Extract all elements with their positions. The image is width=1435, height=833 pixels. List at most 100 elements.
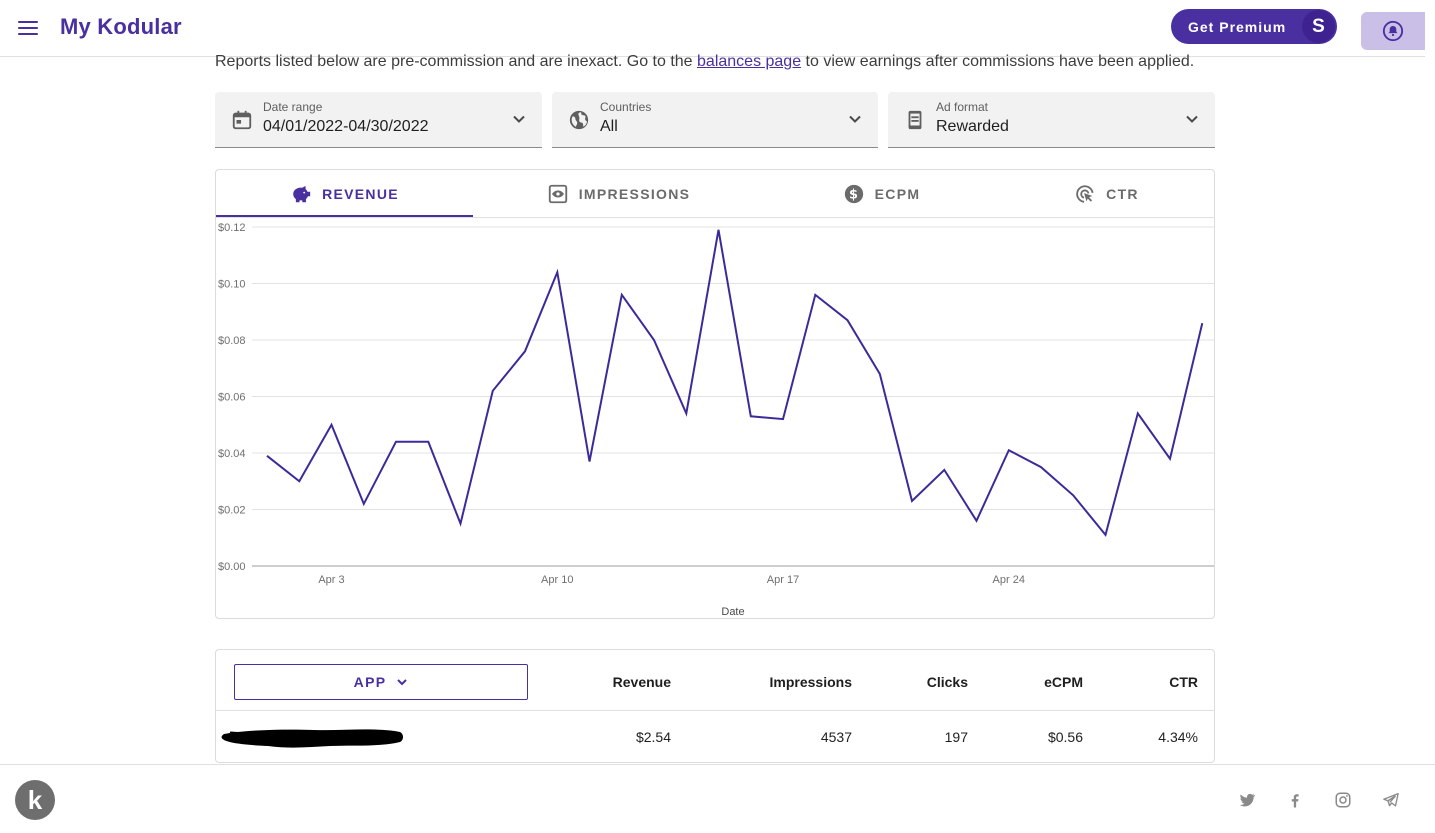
tab-ctr-label: CTR bbox=[1106, 186, 1139, 202]
commission-notice: Reports listed below are pre-commission … bbox=[215, 53, 1194, 71]
kodular-logo[interactable]: k bbox=[15, 780, 55, 820]
cell-clicks: 197 bbox=[944, 729, 968, 745]
calendar-icon bbox=[232, 110, 252, 130]
column-header-revenue[interactable]: Revenue bbox=[612, 674, 671, 690]
data-point bbox=[265, 453, 270, 458]
data-point bbox=[845, 318, 850, 323]
facebook-icon[interactable] bbox=[1286, 791, 1304, 809]
date-range-value: 04/01/2022-04/30/2022 bbox=[263, 118, 429, 135]
get-premium-button[interactable]: Get Premium S bbox=[1171, 9, 1337, 44]
countries-label: Countries bbox=[600, 100, 652, 114]
telegram-icon[interactable] bbox=[1382, 791, 1400, 809]
data-point bbox=[716, 227, 721, 232]
data-point bbox=[619, 292, 624, 297]
chevron-down-icon bbox=[1186, 115, 1198, 123]
data-point bbox=[781, 417, 786, 422]
tab-ecpm[interactable]: $ ECPM bbox=[764, 170, 999, 218]
countries-select[interactable]: Countries All bbox=[552, 92, 878, 148]
data-point bbox=[910, 499, 915, 504]
y-tick-label: $0.04 bbox=[218, 448, 246, 460]
active-tab-indicator bbox=[216, 215, 473, 217]
tab-ctr[interactable]: CTR bbox=[999, 170, 1214, 218]
eye-icon bbox=[548, 184, 567, 204]
column-header-ctr[interactable]: CTR bbox=[1169, 674, 1198, 690]
notifications-button[interactable] bbox=[1361, 12, 1425, 50]
date-range-label: Date range bbox=[263, 100, 323, 114]
column-header-ecpm[interactable]: eCPM bbox=[1044, 674, 1083, 690]
y-tick-label: $0.10 bbox=[218, 279, 246, 291]
data-point bbox=[1135, 411, 1140, 416]
column-header-impressions[interactable]: Impressions bbox=[769, 674, 852, 690]
data-point bbox=[1168, 456, 1173, 461]
app-report-table: APP Revenue Impressions Clicks eCPM CTR … bbox=[215, 649, 1215, 763]
tab-revenue[interactable]: REVENUE bbox=[216, 170, 473, 218]
metric-tabs: REVENUE IMPRESSIONS $ ECPM CTR bbox=[216, 170, 1214, 218]
app-group-label: APP bbox=[353, 674, 387, 690]
svg-text:$: $ bbox=[849, 188, 859, 203]
ad-format-label: Ad format bbox=[936, 100, 989, 114]
ad-format-select[interactable]: Ad format Rewarded bbox=[888, 92, 1215, 148]
data-point bbox=[329, 422, 334, 427]
data-point bbox=[684, 411, 689, 416]
data-point bbox=[361, 501, 366, 506]
cell-ctr: 4.34% bbox=[1158, 729, 1198, 745]
twitter-icon[interactable] bbox=[1238, 791, 1256, 809]
tab-revenue-label: REVENUE bbox=[322, 186, 399, 202]
cell-ecpm: $0.56 bbox=[1047, 729, 1083, 745]
data-point bbox=[1039, 465, 1044, 470]
menu-icon[interactable] bbox=[14, 15, 42, 41]
x-axis-title: Date bbox=[721, 606, 744, 618]
y-tick-label: $0.06 bbox=[218, 392, 246, 404]
ad-unit-icon bbox=[908, 110, 922, 130]
y-tick-label: $0.12 bbox=[218, 222, 246, 234]
cell-impressions: 4537 bbox=[820, 729, 852, 745]
data-point bbox=[426, 439, 431, 444]
avatar[interactable]: S bbox=[1302, 10, 1335, 43]
y-tick-label: $0.00 bbox=[218, 561, 246, 573]
revenue-line-chart: $0.00 $0.02 $0.04 $0.06 $0.08 $0.10 $0.12 Apr 3… bbox=[218, 222, 1214, 618]
x-tick-label: Apr 24 bbox=[993, 574, 1025, 586]
data-point bbox=[394, 439, 399, 444]
footer: k bbox=[0, 764, 1435, 833]
data-point bbox=[1071, 493, 1076, 498]
y-tick-label: $0.02 bbox=[218, 505, 246, 517]
x-tick-label: Apr 17 bbox=[767, 574, 799, 586]
table-header: APP Revenue Impressions Clicks eCPM CTR bbox=[216, 650, 1214, 711]
x-tick-label: Apr 3 bbox=[318, 574, 344, 586]
data-point bbox=[652, 338, 657, 343]
data-point bbox=[587, 459, 592, 464]
data-point bbox=[1200, 321, 1205, 326]
date-range-select[interactable]: Date range 04/01/2022-04/30/2022 bbox=[215, 92, 542, 148]
y-tick-label: $0.08 bbox=[218, 335, 246, 347]
chart-card: REVENUE IMPRESSIONS $ ECPM CTR bbox=[215, 169, 1215, 619]
x-tick-label: Apr 10 bbox=[541, 574, 573, 586]
revenue-series-line bbox=[266, 229, 1204, 538]
tab-impressions-label: IMPRESSIONS bbox=[578, 186, 691, 202]
data-point bbox=[523, 349, 528, 354]
data-point bbox=[458, 521, 463, 526]
cursor-click-icon bbox=[1076, 185, 1094, 203]
app-group-button[interactable]: APP bbox=[234, 664, 528, 700]
get-premium-label: Get Premium bbox=[1188, 18, 1287, 35]
redacted-app-name bbox=[221, 729, 403, 748]
instagram-icon[interactable] bbox=[1334, 791, 1352, 809]
data-point bbox=[1006, 448, 1011, 453]
dollar-circle-icon: $ bbox=[844, 184, 863, 204]
globe-icon bbox=[569, 110, 589, 130]
data-point bbox=[555, 270, 560, 275]
bell-icon bbox=[1382, 20, 1404, 42]
column-header-clicks[interactable]: Clicks bbox=[926, 674, 968, 690]
cell-revenue: $2.54 bbox=[635, 729, 671, 745]
tab-impressions[interactable]: IMPRESSIONS bbox=[473, 170, 764, 218]
data-point bbox=[813, 292, 818, 297]
notice-text-after: to view earnings after commissions have … bbox=[801, 53, 1195, 70]
balances-page-link[interactable]: balances page bbox=[697, 53, 802, 70]
top-app-bar: My Kodular Get Premium S bbox=[0, 0, 1425, 57]
data-point bbox=[1103, 532, 1108, 537]
piggy-bank-icon bbox=[293, 186, 311, 203]
brand-title[interactable]: My Kodular bbox=[60, 14, 182, 39]
data-point bbox=[748, 414, 753, 419]
data-point bbox=[490, 388, 495, 393]
countries-value: All bbox=[600, 118, 618, 135]
ad-format-value: Rewarded bbox=[936, 118, 1009, 135]
